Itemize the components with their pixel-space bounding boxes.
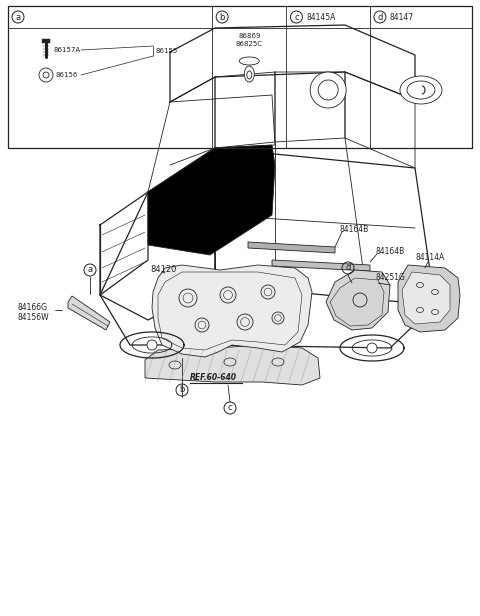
Text: 84120: 84120 bbox=[150, 265, 176, 275]
Polygon shape bbox=[272, 260, 370, 271]
Text: d: d bbox=[377, 12, 383, 22]
Text: b: b bbox=[219, 12, 225, 22]
Text: REF.60-640: REF.60-640 bbox=[190, 373, 237, 382]
Text: c: c bbox=[294, 12, 299, 22]
Text: 84145A: 84145A bbox=[306, 12, 336, 22]
Circle shape bbox=[367, 343, 377, 353]
Polygon shape bbox=[68, 296, 110, 330]
Bar bbox=[8, 6, 472, 148]
Ellipse shape bbox=[239, 57, 259, 65]
Polygon shape bbox=[248, 242, 335, 253]
Polygon shape bbox=[148, 145, 275, 255]
Polygon shape bbox=[145, 345, 320, 385]
Polygon shape bbox=[398, 265, 460, 332]
Ellipse shape bbox=[407, 81, 435, 99]
Text: d: d bbox=[345, 264, 351, 272]
Circle shape bbox=[39, 68, 53, 82]
Polygon shape bbox=[152, 265, 312, 357]
Text: 84164B: 84164B bbox=[375, 248, 404, 256]
Text: a: a bbox=[15, 12, 21, 22]
Text: 86155: 86155 bbox=[156, 48, 178, 54]
Bar bbox=[42, 39, 50, 43]
Text: c: c bbox=[228, 403, 232, 413]
Circle shape bbox=[310, 72, 346, 108]
Circle shape bbox=[147, 340, 157, 350]
Text: 84166G: 84166G bbox=[18, 304, 48, 312]
Polygon shape bbox=[402, 272, 450, 324]
Text: 84147: 84147 bbox=[390, 12, 414, 22]
Text: 86869: 86869 bbox=[238, 33, 261, 39]
Text: 84251G: 84251G bbox=[375, 272, 405, 282]
Text: b: b bbox=[180, 386, 185, 394]
Text: 86825C: 86825C bbox=[236, 41, 263, 47]
Text: 84114A: 84114A bbox=[415, 254, 444, 262]
Polygon shape bbox=[326, 270, 390, 330]
Text: 84156W: 84156W bbox=[18, 314, 49, 323]
Ellipse shape bbox=[244, 66, 254, 82]
Text: a: a bbox=[87, 265, 93, 275]
Text: 86156: 86156 bbox=[55, 72, 77, 78]
Text: 86157A: 86157A bbox=[53, 47, 80, 53]
Ellipse shape bbox=[400, 76, 442, 104]
Text: 84164B: 84164B bbox=[340, 225, 369, 235]
